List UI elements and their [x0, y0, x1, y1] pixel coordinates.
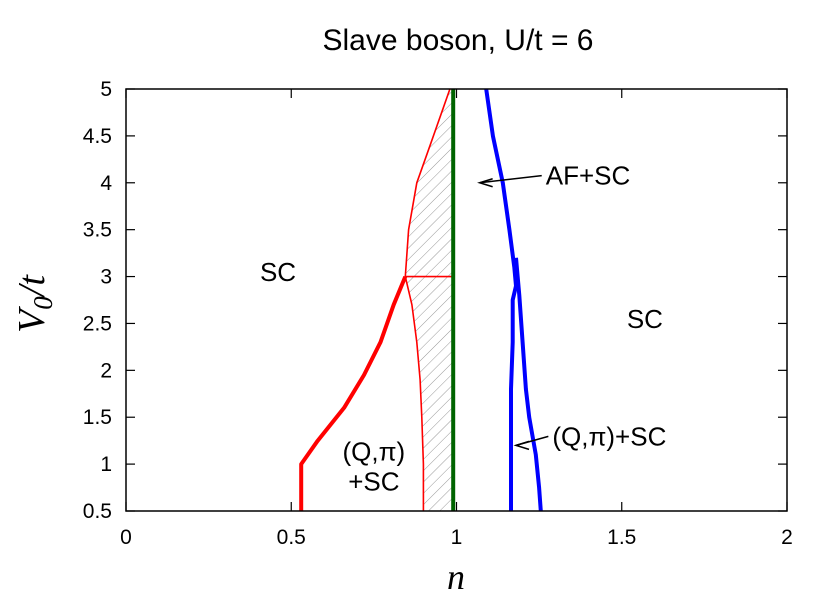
region-label: AF+SC — [546, 161, 631, 191]
x-tick-label: 1.5 — [607, 526, 636, 549]
annotation-layer: SC SC (Q,π) +SC AF+SC (Q,π)+SC — [260, 161, 666, 497]
annotation-arrow-head — [477, 178, 493, 188]
y-tick-label: 0.5 — [83, 500, 112, 523]
y-axis-label: V0/t — [11, 274, 58, 333]
chart-title: Slave boson, U/t = 6 — [323, 24, 594, 57]
region-label: (Q,π)+SC — [343, 436, 406, 496]
series-line-2 — [404, 88, 451, 511]
y-tick-label: 1 — [100, 453, 112, 476]
hatched-region — [405, 89, 454, 511]
y-axis-label-rest: /t — [11, 274, 53, 299]
x-tick-label: 0.5 — [277, 526, 306, 549]
region-label-line: +SC — [348, 466, 399, 496]
y-tick-label: 4 — [100, 172, 112, 195]
region-label: SC — [627, 304, 663, 334]
annotation-arrow-line — [479, 174, 542, 184]
y-tick-label: 3 — [100, 266, 112, 289]
region-label: SC — [260, 257, 296, 287]
y-tick-label: 5 — [100, 78, 112, 101]
y-axis-label-sub: 0 — [28, 296, 58, 310]
hatched-region-layer — [405, 89, 454, 511]
region-label-line: (Q,π)+SC — [552, 421, 666, 451]
tick-layer: 0 0.5 1 1.5 2 0.5 1 1.5 2 2.5 3 3.5 4 4.5 5 — [83, 78, 793, 549]
y-tick-label: 4.5 — [83, 125, 112, 148]
y-tick-label: 3.5 — [83, 219, 112, 242]
y-axis-label-base: V — [11, 306, 53, 333]
region-label-line: SC — [627, 304, 663, 334]
region-label-line: (Q,π) — [343, 436, 406, 466]
y-tick-label: 2 — [100, 359, 112, 382]
x-tick-label: 0 — [120, 526, 132, 549]
plot-frame — [125, 88, 788, 512]
x-axis-label: n — [447, 557, 465, 594]
y-tick-label: 2.5 — [83, 312, 112, 335]
annotation-arrow-head — [513, 440, 530, 451]
x-tick-label: 2 — [781, 526, 793, 549]
series-line-5 — [484, 88, 518, 511]
region-label-line: SC — [260, 257, 296, 287]
series-line-6 — [514, 257, 543, 512]
x-tick-label: 1 — [451, 526, 463, 549]
series-layer — [299, 88, 543, 512]
series-line-1 — [299, 275, 408, 511]
region-label-line: AF+SC — [546, 161, 631, 191]
region-label: (Q,π)+SC — [552, 421, 666, 451]
y-tick-label: 1.5 — [83, 406, 112, 429]
